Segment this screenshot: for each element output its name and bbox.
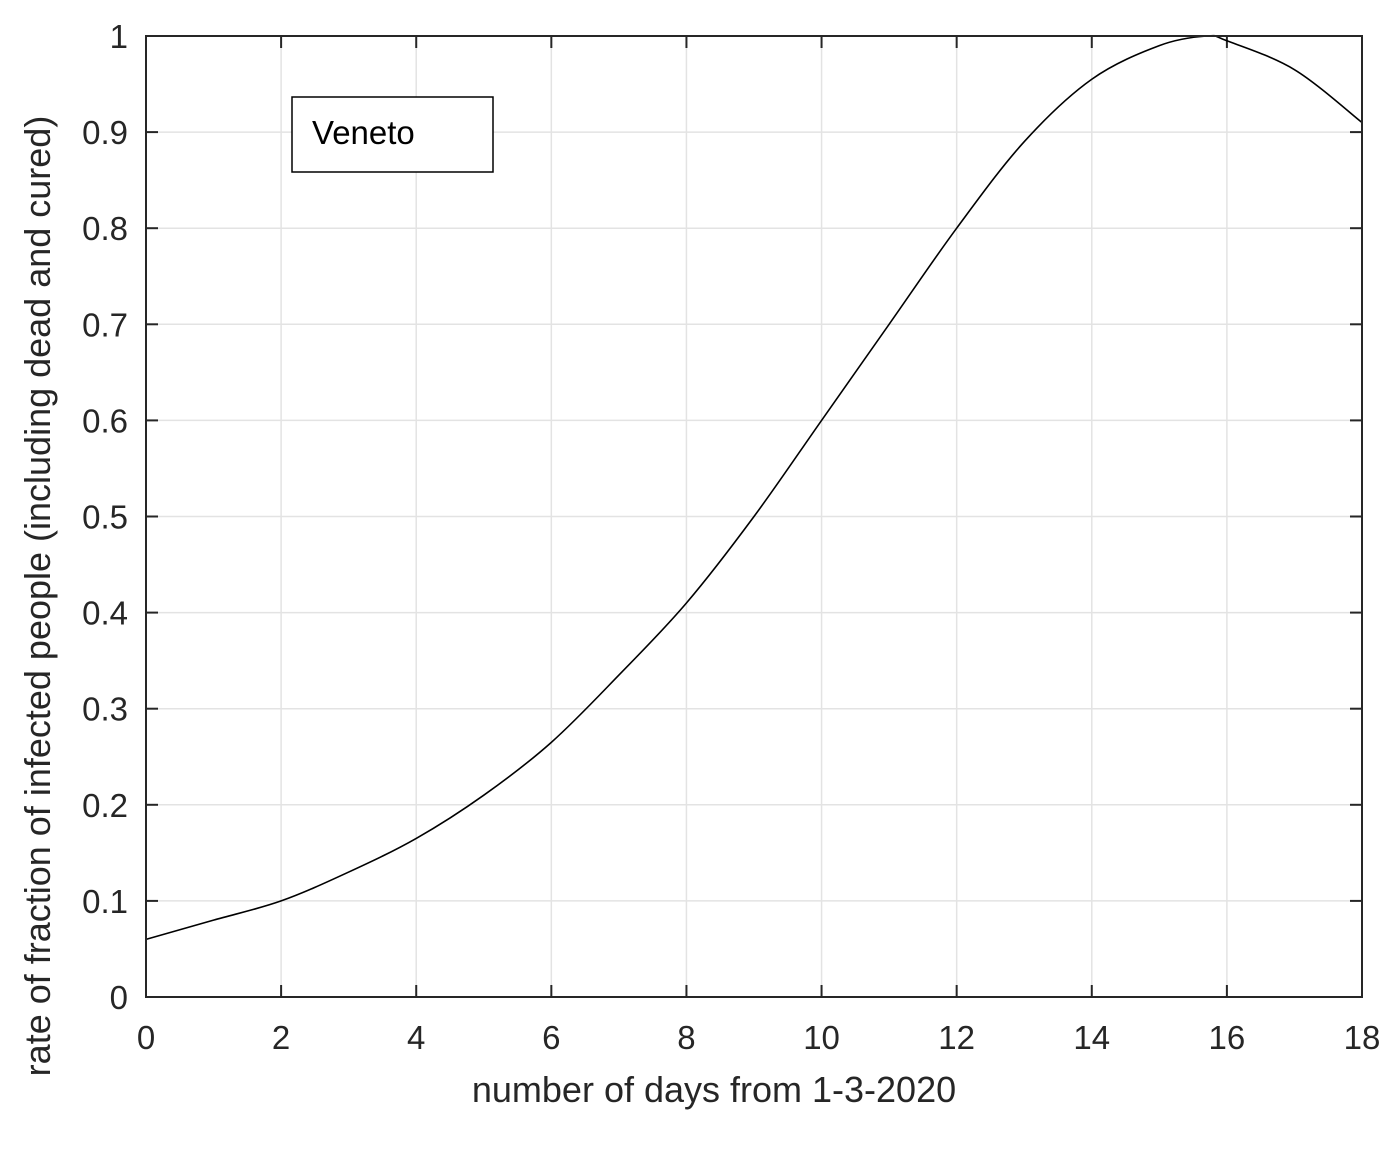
x-tick-label: 12 [938,1019,975,1056]
y-tick-label: 0.6 [82,402,128,439]
y-tick-label: 1 [110,18,128,55]
y-tick-label: 0.1 [82,883,128,920]
x-tick-label: 16 [1209,1019,1246,1056]
x-tick-label: 14 [1073,1019,1110,1056]
x-tick-label: 0 [137,1019,155,1056]
y-tick-label: 0.2 [82,787,128,824]
y-tick-label: 0.3 [82,691,128,728]
x-tick-label: 10 [803,1019,840,1056]
y-tick-label: 0.4 [82,595,128,632]
y-tick-label: 0 [110,979,128,1016]
series-line [145,34,1363,941]
x-tick-label: 6 [542,1019,560,1056]
x-tick-label: 4 [407,1019,425,1056]
plot-frame [145,35,1363,998]
y-tick-label: 0.8 [82,210,128,247]
annotation-box: Veneto [291,96,494,173]
grid-lines [146,36,1362,997]
y-axis-tick-labels: 0 0.1 0.2 0.3 0.4 0.5 0.6 0.7 0.8 0.9 1 [82,18,128,1016]
x-tick-label: 8 [677,1019,695,1056]
y-tick-label: 0.7 [82,306,128,343]
x-tick-label: 18 [1344,1019,1381,1056]
series-group [145,34,1363,941]
x-axis-tick-labels: 0 2 4 6 8 10 12 14 16 18 [137,1019,1381,1056]
x-tick-label: 2 [272,1019,290,1056]
y-tick-label: 0.9 [82,114,128,151]
y-axis-label: rate of fraction of infected people (inc… [17,116,58,1077]
x-axis-label: number of days from 1-3-2020 [472,1069,956,1110]
annotation-frame [291,96,494,173]
annotation-label: Veneto [312,114,415,151]
y-tick-label: 0.5 [82,499,128,536]
